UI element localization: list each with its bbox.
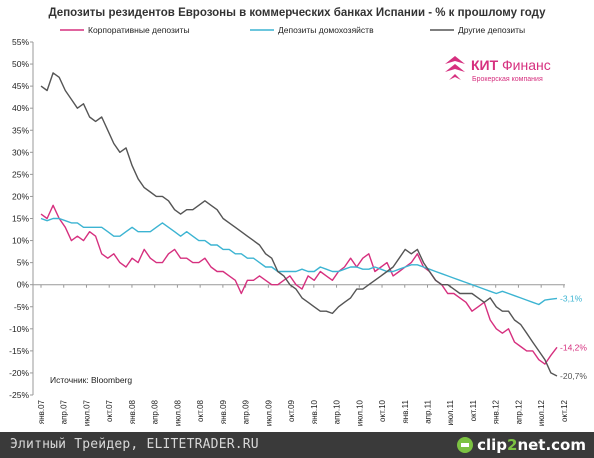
y-tick-label: 55% — [12, 37, 29, 47]
x-tick-label: окт.08 — [196, 399, 205, 421]
y-tick-label: 20% — [12, 191, 29, 201]
x-tick-label: апр.10 — [333, 399, 342, 424]
x-tick-label: окт.10 — [378, 399, 387, 421]
y-tick-label: 10% — [12, 236, 29, 246]
legend-label: Корпоративные депозиты — [88, 25, 190, 35]
x-tick-label: июл.09 — [264, 399, 273, 426]
y-tick-label: -15% — [9, 346, 29, 356]
y-axis: 55% 50% 45% 40% 35% 30% 25% 20% 15% 10% 5% 0% -5% -10… — [9, 37, 34, 400]
y-tick-label: 35% — [12, 125, 29, 135]
x-tick-label: апр.07 — [60, 399, 69, 424]
logo-brand-regular: Финанс — [502, 57, 551, 73]
line-chart: Депозиты резидентов Еврозоны в коммерчес… — [9, 7, 587, 426]
x-tick-label: июл.10 — [355, 399, 364, 426]
x-tick-label: окт.07 — [105, 399, 114, 421]
x-tick-label: апр.09 — [242, 399, 251, 424]
y-tick-label: 0% — [17, 280, 30, 290]
x-tick-label: янв.12 — [492, 399, 501, 424]
x-tick-label: июл.07 — [82, 399, 91, 426]
footer-bar: Элитный Трейдер, ELITETRADER.RU clip2net… — [0, 432, 594, 458]
x-tick-label: апр.11 — [423, 399, 432, 423]
end-labels: -14,2% -3,1% -20,7% — [560, 293, 587, 381]
y-tick-label: 25% — [12, 169, 29, 179]
x-tick-label: апр.08 — [151, 399, 160, 424]
y-tick-label: 15% — [12, 214, 29, 224]
x-tick-label: янв.08 — [128, 399, 137, 424]
clip2net-icon — [457, 437, 474, 453]
y-tick-label: 5% — [17, 258, 30, 268]
x-tick-label: янв.07 — [37, 399, 46, 424]
x-tick-label: июл.08 — [173, 399, 182, 426]
x-tick-label: июл.12 — [537, 399, 546, 426]
clip2net-label: clip2net.com — [477, 436, 586, 454]
x-tick-label: июл.11 — [446, 399, 455, 425]
chart-area: Депозиты резидентов Еврозоны в коммерчес… — [9, 7, 588, 427]
series-line-2 — [40, 217, 558, 306]
end-value-label: -14,2% — [560, 342, 587, 352]
end-value-label: -20,7% — [560, 371, 587, 381]
legend-label: Депозиты домохозяйств — [278, 25, 374, 35]
source-note: Источник: Bloomberg — [50, 375, 132, 385]
clip2net-badge[interactable]: clip2net.com — [457, 435, 586, 455]
y-tick-label: -5% — [14, 302, 30, 312]
x-tick-label: янв.10 — [310, 399, 319, 424]
x-tick-label: окт.09 — [287, 399, 296, 421]
kitfinance-emblem-icon — [445, 56, 465, 80]
x-tick-label: апр.12 — [514, 399, 523, 424]
x-tick-label: окт.12 — [560, 399, 569, 421]
series-line-1 — [40, 204, 558, 365]
y-tick-label: 40% — [12, 103, 29, 113]
y-tick-label: -10% — [9, 324, 29, 334]
x-tick-label: окт.11 — [469, 399, 478, 421]
y-tick-label: -25% — [9, 390, 29, 400]
y-tick-label: -20% — [9, 368, 29, 378]
series-group — [40, 72, 558, 377]
footer-text: Элитный Трейдер, ELITETRADER.RU — [10, 437, 259, 452]
legend-label: Другие депозиты — [458, 25, 525, 35]
x-axis: янв.07 апр.07 июл.07 окт.07 янв.08 апр.08 июл.… — [33, 284, 569, 426]
y-tick-label: 45% — [12, 81, 29, 91]
logo-brand-bold: КИТ — [471, 57, 499, 73]
y-tick-label: 50% — [12, 59, 29, 69]
chart-title: Депозиты резидентов Еврозоны в коммерчес… — [48, 7, 546, 19]
x-tick-label: янв.11 — [401, 399, 410, 423]
series-line-3 — [40, 72, 558, 377]
end-value-label: -3,1% — [560, 293, 583, 303]
kitfinance-logo: КИТ Финанс Брокерская компания — [443, 52, 563, 90]
y-tick-label: 30% — [12, 147, 29, 157]
x-tick-label: янв.09 — [219, 399, 228, 424]
legend: Корпоративные депозиты Депозиты домохозяй… — [60, 25, 525, 35]
logo-tagline: Брокерская компания — [472, 76, 543, 83]
